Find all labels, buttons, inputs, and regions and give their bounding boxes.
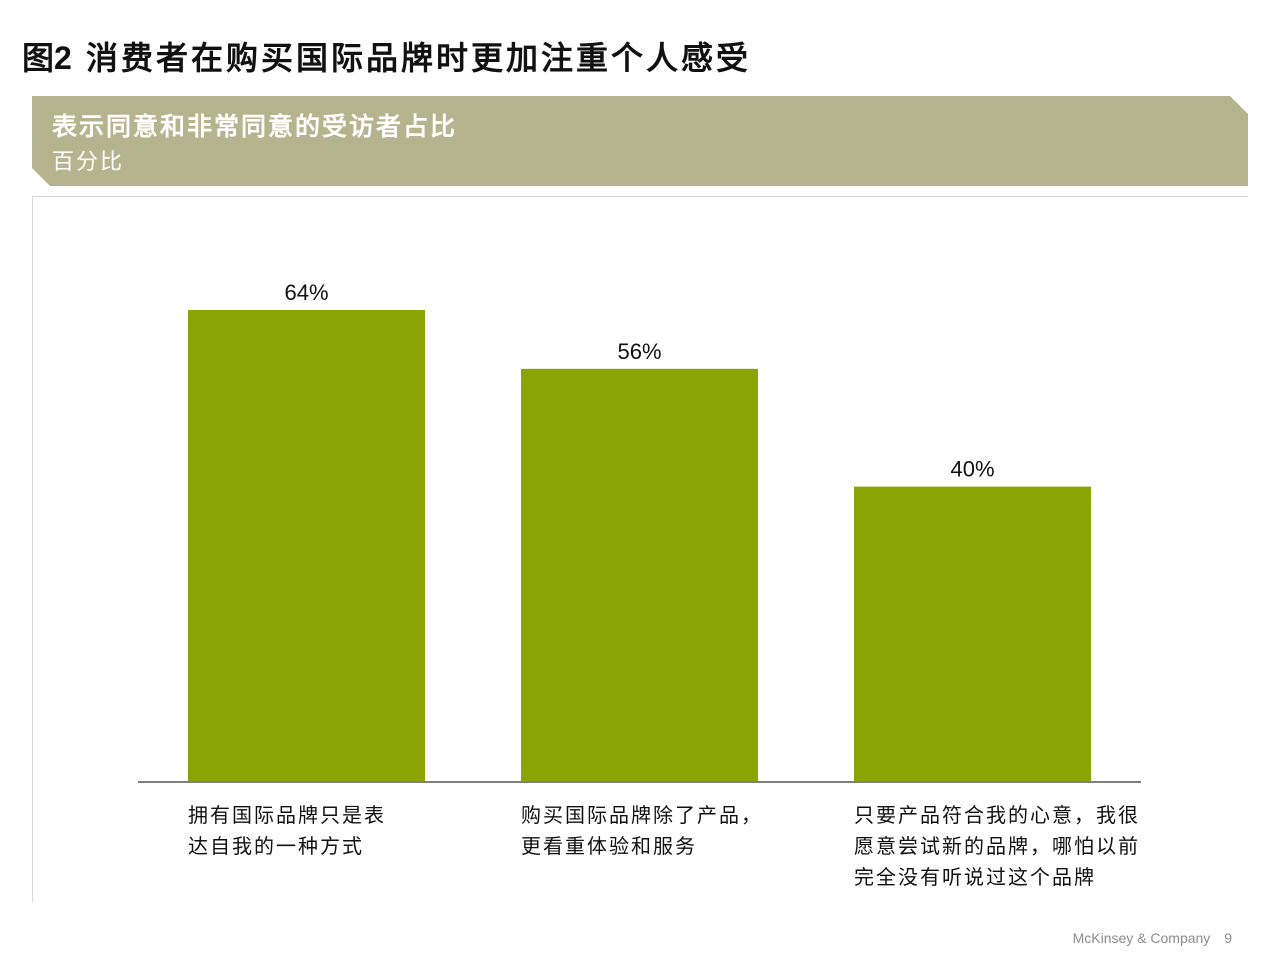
footer: McKinsey & Company 9 <box>1073 930 1232 946</box>
category-label-line: 只要产品符合我的心意，我很 <box>854 803 1140 827</box>
chart-header-banner <box>32 96 1248 186</box>
category-label-line: 完全没有听说过这个品牌 <box>854 865 1096 889</box>
category-label-2: 购买国际品牌除了产品， 更看重体验和服务 <box>521 800 861 862</box>
footer-company: McKinsey & Company <box>1072 930 1211 946</box>
bar-1 <box>188 309 425 781</box>
category-label-1: 拥有国际品牌只是表 达自我的一种方式 <box>188 800 528 862</box>
category-label-line: 愿意尝试新的品牌，哪怕以前 <box>854 834 1140 858</box>
bar-3 <box>854 486 1091 781</box>
chart-frame-left <box>32 196 33 902</box>
category-label-3: 只要产品符合我的心意，我很 愿意尝试新的品牌，哪怕以前 完全没有听说过这个品牌 <box>854 800 1194 893</box>
footer-page-number: 9 <box>1224 930 1232 946</box>
chart-frame-top <box>32 196 1248 197</box>
data-label-3: 40% <box>950 457 994 482</box>
page-title: 图2 消费者在购买国际品牌时更加注重个人感受 <box>22 33 751 79</box>
category-label-line: 达自我的一种方式 <box>188 834 364 858</box>
bar-2 <box>521 368 758 781</box>
chart-subtitle: 表示同意和非常同意的受访者占比 <box>52 112 458 141</box>
data-label-1: 64% <box>284 280 328 305</box>
figure-title: 消费者在购买国际品牌时更加注重个人感受 <box>85 39 751 77</box>
category-label-line: 购买国际品牌除了产品， <box>521 803 763 827</box>
chart-unit-label: 百分比 <box>52 150 125 175</box>
category-label-line: 拥有国际品牌只是表 <box>188 803 386 827</box>
category-label-line: 更看重体验和服务 <box>521 834 697 858</box>
figure-label: 图2 <box>22 40 72 76</box>
data-label-2: 56% <box>617 339 661 364</box>
